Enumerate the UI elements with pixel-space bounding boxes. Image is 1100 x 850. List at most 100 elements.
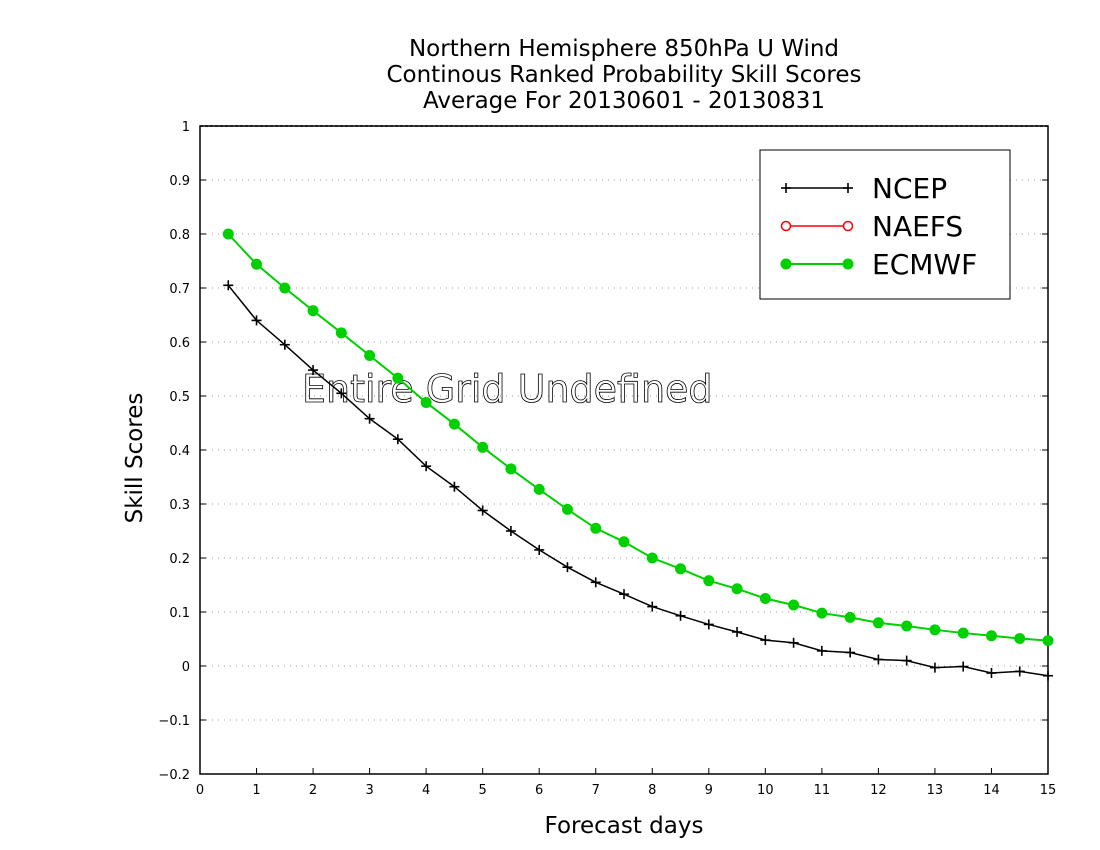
x-tick-label: 12 bbox=[870, 783, 887, 798]
legend-ncep-marker-start bbox=[781, 183, 791, 193]
legend: NCEP NAEFS ECMWF bbox=[759, 149, 1011, 300]
legend-ncep-label: NCEP bbox=[872, 172, 947, 205]
ncep-point bbox=[364, 413, 375, 424]
y-tick-label: 0.2 bbox=[169, 552, 190, 567]
ecmwf-point bbox=[448, 418, 460, 430]
ncep-point bbox=[421, 461, 432, 472]
legend-ecmwf-marker-start bbox=[780, 258, 792, 270]
ncep-point bbox=[703, 619, 714, 630]
ncep-point bbox=[816, 645, 827, 656]
ncep-point bbox=[986, 668, 997, 679]
legend-ncep-marker-end bbox=[843, 183, 853, 193]
y-axis-label: Skill Scores bbox=[122, 393, 148, 524]
ncep-point bbox=[647, 601, 658, 612]
y-tick-label: 0.8 bbox=[169, 228, 190, 243]
x-axis-label: Forecast days bbox=[545, 813, 704, 839]
ncep-point bbox=[788, 637, 799, 648]
y-tick-label: 1 bbox=[182, 120, 190, 135]
ncep-point bbox=[619, 589, 629, 600]
ecmwf-point bbox=[618, 536, 630, 548]
ecmwf-point bbox=[985, 630, 997, 642]
y-tick-label: −0.1 bbox=[158, 714, 190, 729]
ncep-point bbox=[308, 365, 319, 376]
ecmwf-point bbox=[279, 282, 291, 294]
legend-naefs-marker-start bbox=[780, 220, 792, 232]
legend-ecmwf-label: ECMWF bbox=[872, 248, 977, 281]
entire-grid-undefined-annotation: Entire Grid Undefined bbox=[302, 367, 713, 411]
x-tick-label: 7 bbox=[592, 783, 600, 798]
ecmwf-point bbox=[957, 627, 969, 639]
ncep-series-line bbox=[227, 284, 1049, 677]
ecmwf-point bbox=[1014, 632, 1026, 644]
x-tick-label: 9 bbox=[705, 783, 713, 798]
ecmwf-point bbox=[222, 228, 234, 240]
legend-box bbox=[759, 149, 1011, 300]
ncep-point bbox=[279, 339, 290, 350]
y-tick-label: −0.2 bbox=[158, 768, 190, 783]
chart-title-line-1: Northern Hemisphere 850hPa U Wind bbox=[408, 36, 840, 62]
ncep-point bbox=[901, 655, 912, 666]
ncep-point bbox=[336, 388, 347, 399]
legend-ecmwf-marker-end bbox=[842, 258, 854, 270]
ncep-point bbox=[845, 647, 856, 658]
x-tick-label: 11 bbox=[814, 783, 831, 798]
x-tick-label: 15 bbox=[1040, 783, 1057, 798]
ncep-point bbox=[449, 481, 460, 492]
chart-title-line-3: Average For 20130601 - 20130831 bbox=[422, 88, 826, 114]
y-tick-label: 0.4 bbox=[169, 444, 190, 459]
ecmwf-point bbox=[788, 599, 800, 611]
x-tick-label: 1 bbox=[252, 783, 260, 798]
x-tick-label: 8 bbox=[648, 783, 656, 798]
ecmwf-point bbox=[703, 575, 715, 587]
x-tick-label: 3 bbox=[365, 783, 373, 798]
y-tick-label: 0.5 bbox=[169, 390, 190, 405]
ncep-point bbox=[1014, 666, 1025, 677]
ecmwf-point bbox=[872, 617, 884, 629]
legend-naefs-label: NAEFS bbox=[872, 210, 963, 243]
ncep-point bbox=[958, 661, 969, 672]
ncep-point bbox=[562, 562, 573, 573]
ncep-point bbox=[1043, 670, 1053, 681]
ncep-point bbox=[505, 526, 516, 536]
ncep-point bbox=[675, 610, 686, 621]
y-tick-label: 0.3 bbox=[169, 498, 190, 513]
ecmwf-point bbox=[844, 611, 856, 623]
ecmwf-point bbox=[675, 563, 687, 575]
legend-naefs-marker-end bbox=[842, 220, 854, 232]
ecmwf-point bbox=[307, 305, 319, 317]
ecmwf-point bbox=[646, 552, 658, 564]
x-tick-label: 6 bbox=[535, 783, 543, 798]
y-tick-label: 0.7 bbox=[169, 282, 190, 297]
ncep-point bbox=[590, 577, 601, 588]
ncep-point bbox=[760, 635, 771, 646]
ecmwf-point bbox=[505, 463, 517, 475]
y-tick-label: 0 bbox=[182, 660, 190, 675]
ecmwf-point bbox=[759, 593, 771, 604]
ecmwf-point bbox=[477, 441, 489, 453]
ecmwf-point bbox=[590, 522, 602, 534]
ecmwf-point bbox=[364, 350, 376, 361]
ecmwf-point bbox=[901, 620, 913, 632]
chart-title-line-2: Continous Ranked Probability Skill Score… bbox=[386, 62, 862, 88]
x-tick-label: 2 bbox=[309, 783, 317, 798]
x-tick-label: 13 bbox=[927, 783, 944, 798]
ncep-point bbox=[477, 505, 488, 516]
ecmwf-point bbox=[1042, 635, 1054, 647]
y-tick-label: 0.9 bbox=[169, 174, 190, 189]
ecmwf-point bbox=[731, 583, 743, 595]
x-tick-label: 5 bbox=[479, 783, 487, 798]
ecmwf-point bbox=[392, 372, 404, 384]
x-tick-label: 4 bbox=[422, 783, 430, 798]
axis-ticks: −0.2−0.100.10.20.30.40.50.60.70.80.910 1 2… bbox=[158, 120, 1056, 798]
ecmwf-point bbox=[251, 258, 263, 270]
ncep-point bbox=[392, 434, 403, 445]
x-tick-label: 14 bbox=[983, 783, 1000, 798]
x-tick-label: 0 bbox=[196, 783, 204, 798]
ecmwf-point bbox=[561, 503, 573, 515]
x-tick-label: 10 bbox=[757, 783, 774, 798]
ncep-point bbox=[251, 315, 262, 326]
ncep-point bbox=[534, 544, 545, 555]
y-tick-label: 0.1 bbox=[169, 606, 190, 621]
chart-title: Northern Hemisphere 850hPa U Wind Contin… bbox=[200, 36, 1048, 114]
